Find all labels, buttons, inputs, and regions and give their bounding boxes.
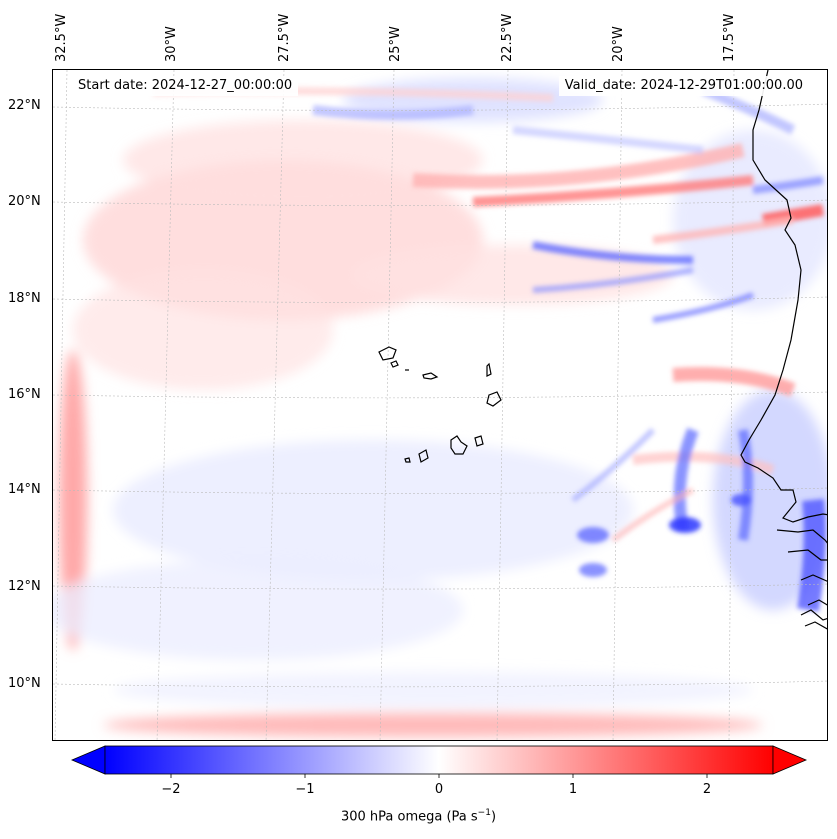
map-panel	[52, 69, 828, 741]
lat-label-14n: 14°N	[8, 482, 41, 497]
gridlines	[53, 70, 827, 740]
colorbar-gradient	[104, 745, 774, 775]
colorbar-ticks	[170, 774, 708, 778]
colorbar-tick-neg1: −1	[295, 782, 315, 797]
colorbar-label: 300 hPa omega (Pa s−1)	[0, 808, 837, 824]
lon-label-30w: 30°W	[164, 26, 179, 62]
colorbar-tick-0: 0	[434, 782, 444, 797]
lat-label-12n: 12°N	[8, 579, 41, 594]
colorbar-tick-1: 1	[568, 782, 578, 797]
lat-label-16n: 16°N	[8, 387, 41, 402]
colorbar-label-text: 300 hPa omega (Pa s	[340, 809, 478, 825]
lat-label-10n: 10°N	[8, 676, 41, 691]
colorbar	[70, 745, 808, 778]
lon-label-17-5w: 17.5°W	[722, 13, 737, 62]
lon-label-20w: 20°W	[611, 26, 626, 62]
colorbar-tick-2: 2	[702, 782, 712, 797]
lat-label-18n: 18°N	[8, 291, 41, 306]
lon-label-32-5w: 32.5°W	[54, 13, 69, 62]
colorbar-max-extend	[772, 745, 808, 775]
lat-label-20n: 20°N	[8, 194, 41, 209]
colorbar-label-unit-exponent: −1	[477, 808, 491, 818]
lat-label-22n: 22°N	[8, 98, 41, 113]
colorbar-label-end: )	[490, 809, 497, 825]
start-date-label: Start date: 2024-12-27_00:00:00	[72, 76, 299, 96]
lon-label-27-5w: 27.5°W	[277, 13, 292, 62]
lon-label-22-5w: 22.5°W	[500, 13, 515, 62]
coastline	[378, 70, 827, 630]
omega-field	[53, 70, 827, 740]
lon-label-25w: 25°W	[388, 26, 403, 62]
colorbar-min-extend	[70, 745, 106, 775]
colorbar-tick-neg2: −2	[161, 782, 181, 797]
valid-date-label: Valid_date: 2024-12-29T01:00:00.00	[558, 76, 809, 96]
